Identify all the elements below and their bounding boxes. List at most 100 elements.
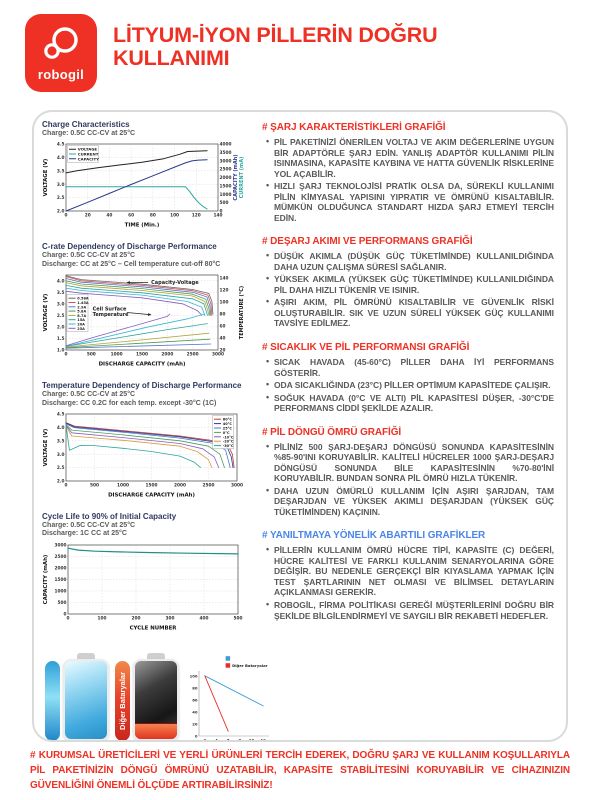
robot-icon	[44, 27, 78, 59]
svg-text:500: 500	[90, 482, 99, 488]
svg-text:0: 0	[65, 213, 68, 219]
charts-column: Charge Characteristics Charge: 0.5C CC-C…	[42, 120, 269, 740]
svg-text:4.0: 4.0	[57, 279, 65, 285]
svg-text:CYCLE NUMBER: CYCLE NUMBER	[130, 625, 178, 631]
bullet-item: PİLİNİZ 500 ŞARJ-DEŞARJ DÖNGÜSÜ SONUNDA …	[266, 441, 554, 484]
section-misleading-graphs: # YANILTMAYA YÖNELİK ABARTILI GRAFİKLER …	[262, 530, 554, 621]
logo-wordmark: robogil	[37, 67, 85, 82]
svg-text:8.7A: 8.7A	[77, 314, 86, 318]
chart-block-temperature: Temperature Dependency of Discharge Perf…	[42, 381, 254, 503]
crate-discharge-chart: 0 500 1000 1500 2000 2500 3000 1.0 1.5 2.0 2.5 3.0 3…	[42, 271, 254, 372]
svg-text:0.58A: 0.58A	[77, 297, 89, 301]
svg-text:300: 300	[166, 615, 175, 621]
bullet-list: PİLİNİZ 500 ŞARJ-DEŞARJ DÖNGÜSÜ SONUNDA …	[262, 441, 554, 518]
bullet-item: PİL PAKETİNİZİ ÖNERİLEN VOLTAJ VE AKIM D…	[266, 136, 554, 179]
bullet-item: DAHA UZUN ÖMÜRLÜ KULLANIM İÇİN AŞIRI ŞAR…	[266, 485, 554, 518]
svg-text:3500: 3500	[220, 150, 232, 156]
other-batteries-bar: Diğer Bataryalar	[115, 660, 130, 740]
footer-note: # KURUMSAL ÜRETİCİLERİ VE YERLİ ÜRÜNLERİ…	[30, 750, 570, 791]
chart-title: C-rate Dependency of Discharge Performan…	[42, 242, 217, 252]
svg-text:2500: 2500	[203, 482, 215, 488]
svg-text:CAPACITY (mAh): CAPACITY (mAh)	[43, 554, 49, 604]
cycle-comparison-mini-chart: 2 4 6 8 10 12 0 20 40 60 80 100 Diğer Bataryalar	[186, 655, 274, 742]
chart-subtitle: Discharge: 1C CC at 25°C	[42, 530, 127, 538]
svg-text:CAPACITY (mAh): CAPACITY (mAh)	[233, 155, 239, 201]
svg-text:3.5: 3.5	[57, 290, 65, 296]
chart-block-cycle-life: Cycle Life to 90% of Initial Capacity Ch…	[42, 512, 254, 636]
svg-text:2.9A: 2.9A	[77, 305, 86, 309]
svg-text:60: 60	[220, 324, 226, 330]
svg-text:120: 120	[192, 213, 201, 219]
svg-text:3.0: 3.0	[57, 182, 65, 188]
header: robogil LİTYUM-İYON PİLLERİN DOĞRU KULLA…	[0, 0, 600, 96]
svg-text:VOLTAGE (V): VOLTAGE (V)	[43, 159, 49, 197]
bullet-item: ODA SICAKLIĞINDA (23°C) PİLLER OPTİMUM K…	[266, 379, 554, 391]
svg-text:TIME (Min.): TIME (Min.)	[125, 223, 160, 229]
svg-text:60: 60	[128, 213, 134, 219]
section-cycle-life: # PİL DÖNGÜ ÖMRÜ GRAFİĞİ PİLİNİZ 500 ŞAR…	[262, 427, 554, 518]
battery-low-fill	[135, 723, 177, 739]
chart-subtitle: Charge: 0.5C CC-CV at 25°C	[42, 391, 136, 399]
svg-text:3000: 3000	[220, 159, 232, 165]
section-discharge: # DEŞARJ AKIMI VE PERFORMANS GRAFİĞİ DÜŞ…	[262, 236, 554, 329]
svg-text:60: 60	[192, 697, 198, 702]
svg-text:2000: 2000	[161, 352, 173, 358]
svg-text:80: 80	[150, 213, 156, 219]
svg-text:0°C: 0°C	[223, 431, 230, 435]
svg-text:60°C: 60°C	[223, 418, 233, 422]
svg-text:TEMPERATURE (°C): TEMPERATURE (°C)	[239, 286, 245, 339]
content-card: Charge Characteristics Charge: 0.5C CC-C…	[32, 110, 568, 742]
bullet-list: PİL PAKETİNİZİ ÖNERİLEN VOLTAJ VE AKIM D…	[262, 136, 554, 223]
other-batteries-label: Diğer Bataryalar	[118, 671, 127, 730]
svg-text:1000: 1000	[220, 192, 232, 198]
svg-text:500: 500	[234, 615, 243, 621]
svg-text:3000: 3000	[55, 542, 67, 548]
svg-text:2.0: 2.0	[57, 209, 65, 215]
section-heading: # DEŞARJ AKIMI VE PERFORMANS GRAFİĞİ	[262, 236, 473, 248]
svg-text:VOLTAGE: VOLTAGE	[78, 147, 98, 152]
svg-text:2500: 2500	[220, 167, 232, 173]
svg-text:140: 140	[220, 276, 229, 282]
section-heading: # ŞARJ KARAKTERİSTİKLERİ GRAFİĞİ	[262, 122, 446, 133]
svg-text:100: 100	[220, 300, 229, 306]
bullet-item: HIZLI ŞARJ TEKNOLOJİSİ PRATİK OLSA DA, S…	[266, 180, 554, 223]
svg-text:2000: 2000	[174, 482, 186, 488]
chart-title: Temperature Dependency of Discharge Perf…	[42, 381, 242, 391]
svg-text:Capacity-Voltage: Capacity-Voltage	[151, 280, 199, 286]
full-battery-group: 1000 dolum	[44, 651, 110, 740]
robogil-logo: robogil	[25, 14, 97, 92]
svg-text:25A: 25A	[77, 327, 85, 331]
svg-text:500: 500	[87, 352, 96, 358]
chart-subtitle: Discharge: CC 0.2C for each temp. except…	[42, 399, 217, 407]
page-title: LİTYUM-İYON PİLLERİN DOĞRU KULLANIMI	[113, 23, 438, 71]
svg-text:100: 100	[98, 615, 107, 621]
svg-text:2.5: 2.5	[57, 313, 65, 319]
svg-text:3.5: 3.5	[57, 169, 65, 175]
chart-subtitle: Charge: 0.5C CC-CV at 25°C	[42, 521, 136, 529]
bullet-item: DÜŞÜK AKIMLA (DÜŞÜK GÜÇ TÜKETİMİNDE) KUL…	[266, 250, 554, 272]
svg-text:1500: 1500	[136, 352, 148, 358]
text-column: # ŞARJ KARAKTERİSTİKLERİ GRAFİĞİ PİL PAK…	[260, 120, 558, 736]
battery-graphic: 1000 dolum Diğer Bataryalar	[42, 645, 269, 740]
svg-text:100: 100	[170, 213, 179, 219]
svg-text:Diğer Bataryalar: Diğer Bataryalar	[232, 663, 268, 668]
svg-text:0: 0	[67, 615, 70, 621]
svg-text:4.5: 4.5	[57, 412, 65, 418]
svg-text:5.8A: 5.8A	[77, 310, 86, 314]
svg-text:VOLTAGE (V): VOLTAGE (V)	[43, 294, 49, 332]
svg-text:20: 20	[192, 721, 198, 726]
svg-text:0: 0	[65, 352, 68, 358]
svg-text:-30°C: -30°C	[223, 444, 234, 448]
svg-text:VOLTAGE (V): VOLTAGE (V)	[43, 429, 49, 467]
svg-text:140: 140	[214, 213, 223, 219]
svg-text:20: 20	[85, 213, 91, 219]
svg-text:3.5: 3.5	[57, 438, 65, 444]
bullet-list: SICAK HAVADA (45-60°C) PİLLER DAHA İYİ P…	[262, 356, 554, 414]
svg-text:2000: 2000	[220, 175, 232, 181]
bullet-list: DÜŞÜK AKIMLA (DÜŞÜK GÜÇ TÜKETİMİNDE) KUL…	[262, 250, 554, 329]
svg-text:6: 6	[227, 737, 230, 742]
svg-text:2: 2	[204, 737, 207, 742]
charge-characteristics-chart: 0 20 40 60 80 100 120 140 2.0 2.5 3.0 3.5 4.0 4.5 0 500…	[42, 140, 254, 233]
svg-text:8: 8	[239, 737, 242, 742]
svg-text:Temperature: Temperature	[93, 312, 130, 318]
